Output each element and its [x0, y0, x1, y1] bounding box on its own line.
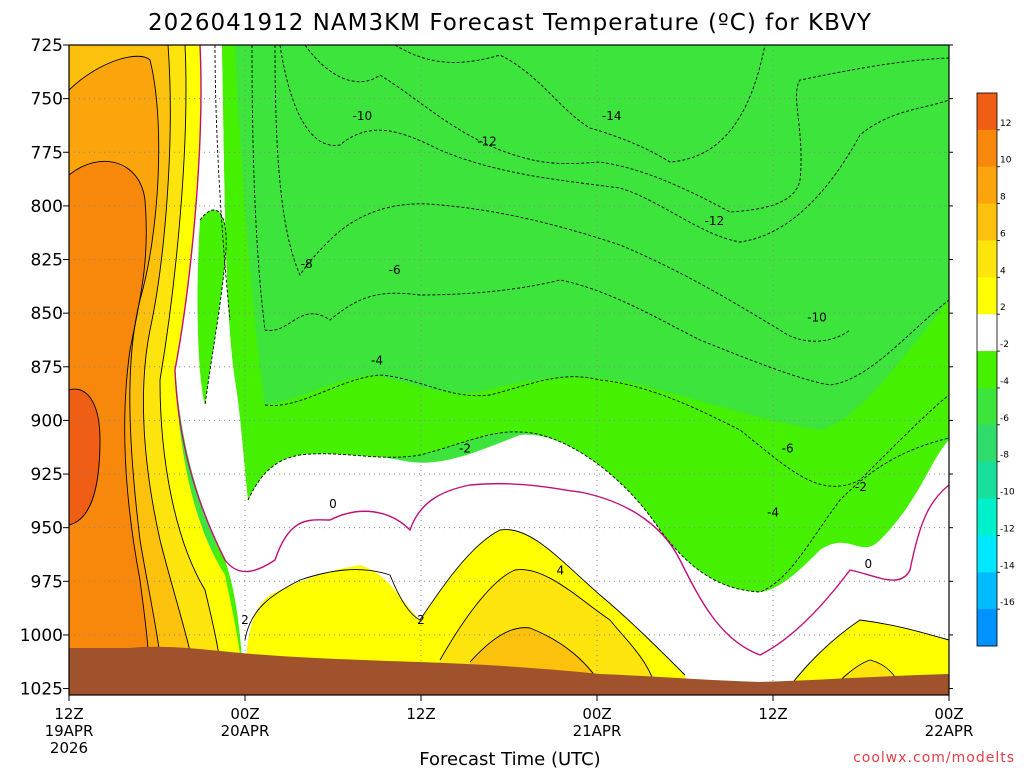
colorbar-swatch: [977, 240, 997, 278]
colorbar-label: -8: [1000, 451, 1009, 461]
chart-title: 2026041912 NAM3KM Forecast Temperature (…: [148, 10, 872, 36]
colorbar-swatch: [977, 314, 997, 352]
colorbar-frame: [976, 92, 998, 647]
contour-label: -8: [301, 257, 313, 271]
colorbar-label: 8: [1000, 193, 1006, 203]
colorbar-label: 4: [1000, 266, 1006, 276]
credit-link[interactable]: coolwx.com/modelts: [853, 750, 1015, 766]
y-tick-label: 1000: [20, 626, 63, 646]
colorbar-swatch: [977, 203, 997, 241]
colorbar-swatch: [977, 277, 997, 315]
contour-labels: -14 -12 -12 -10 -10 -8 -6 -6 -4 -4 -2 -2 0 0 2 2 4: [241, 109, 872, 627]
colorbar-label: -14: [1000, 561, 1015, 571]
ground: [69, 646, 949, 695]
contour-zero: [174, 45, 949, 656]
contour-label: -12: [705, 214, 725, 228]
colorbar-label: 12: [1000, 119, 1011, 129]
y-tick-label: 800: [31, 197, 63, 217]
x-tick-label: 20APR: [221, 722, 270, 740]
y-tick-label: 775: [31, 143, 63, 163]
x-tick-label: 00Z: [230, 705, 259, 723]
colorbar-swatch: [977, 129, 997, 168]
colorbar-swatch: [977, 424, 997, 463]
colorbar-label: 6: [1000, 229, 1006, 239]
band-red-left: [69, 389, 100, 525]
y-tick-label: 850: [31, 304, 63, 324]
x-tick-label: 12Z: [758, 705, 787, 723]
contour-label: -2: [459, 441, 471, 455]
colorbar-swatch: [977, 166, 997, 205]
colorbar-swatch: [977, 461, 997, 500]
contour-label: -4: [371, 353, 383, 367]
green-tongue: [197, 210, 227, 405]
band-white: [175, 45, 949, 695]
colorbar-label: 10: [1000, 156, 1012, 166]
y-tick-label: 925: [31, 465, 63, 485]
contour-label: 0: [865, 557, 873, 571]
x-axis-label: Forecast Time (UTC): [419, 749, 600, 768]
contour-label: -6: [389, 263, 401, 277]
x-tick-label: 12Z: [54, 705, 83, 723]
x-tick-label: 12Z: [406, 705, 435, 723]
colorbar-swatch: [977, 387, 997, 426]
band-green-upper: [222, 45, 949, 592]
contour-label: 2: [241, 613, 249, 627]
colorbar-swatch: [977, 609, 997, 647]
plot-area: [69, 45, 949, 695]
colorbar-label: -12: [1000, 524, 1015, 534]
colorbar-label: 2: [1000, 303, 1006, 313]
y-tick-label: 750: [31, 90, 63, 110]
colorbar-swatch: [977, 535, 997, 573]
contour-label: -4: [767, 506, 779, 520]
contour-label: -2: [855, 480, 867, 494]
colorbar: 12 10 8 6 4 2 -2 -4 -6 -8 -10 -12 -14 -16: [976, 92, 1015, 647]
y-tick-label: 825: [31, 251, 63, 271]
colorbar-swatch: [977, 93, 997, 131]
contours-negative: [199, 45, 949, 593]
x-tick-label: 21APR: [573, 722, 622, 740]
contour-label: -10: [807, 310, 827, 324]
x-tick-label: 00Z: [934, 705, 963, 723]
band-minus4: [235, 45, 949, 487]
contour-label: -14: [602, 109, 622, 123]
contour-label: -12: [477, 135, 497, 149]
y-tick-label: 900: [31, 411, 63, 431]
colorbar-label: -2: [1000, 340, 1009, 350]
x-tick-label: 00Z: [582, 705, 611, 723]
y-axis: 725 750 775 800 825 850 875 900 925 950 975 1000 102…: [20, 36, 953, 700]
y-tick-label: 975: [31, 572, 63, 592]
colorbar-swatch: [977, 498, 997, 536]
x-tick-label: 22APR: [925, 722, 974, 740]
contour-label: -6: [782, 441, 794, 455]
band-darkorange-left: [69, 161, 150, 695]
colorbar-swatch: [977, 351, 997, 389]
colorbar-swatch: [977, 572, 997, 610]
colorbar-label: -4: [1000, 377, 1009, 387]
colorbar-label: -10: [1000, 488, 1015, 498]
plot-frame: [68, 44, 950, 696]
y-tick-label: 950: [31, 519, 63, 539]
contour-label: -10: [353, 109, 373, 123]
contour-label: 0: [329, 497, 337, 511]
x-tick-label: 2026: [50, 739, 88, 757]
contour-label: 4: [557, 564, 565, 578]
x-tick-label: 19APR: [45, 722, 94, 740]
y-tick-label: 1025: [20, 680, 63, 700]
contours-positive: [69, 45, 949, 695]
colorbar-label: -6: [1000, 414, 1009, 424]
colorbar-label: -16: [1000, 598, 1015, 608]
y-tick-label: 875: [31, 358, 63, 378]
y-tick-label: 725: [31, 36, 63, 56]
contour-label: 2: [417, 613, 425, 627]
